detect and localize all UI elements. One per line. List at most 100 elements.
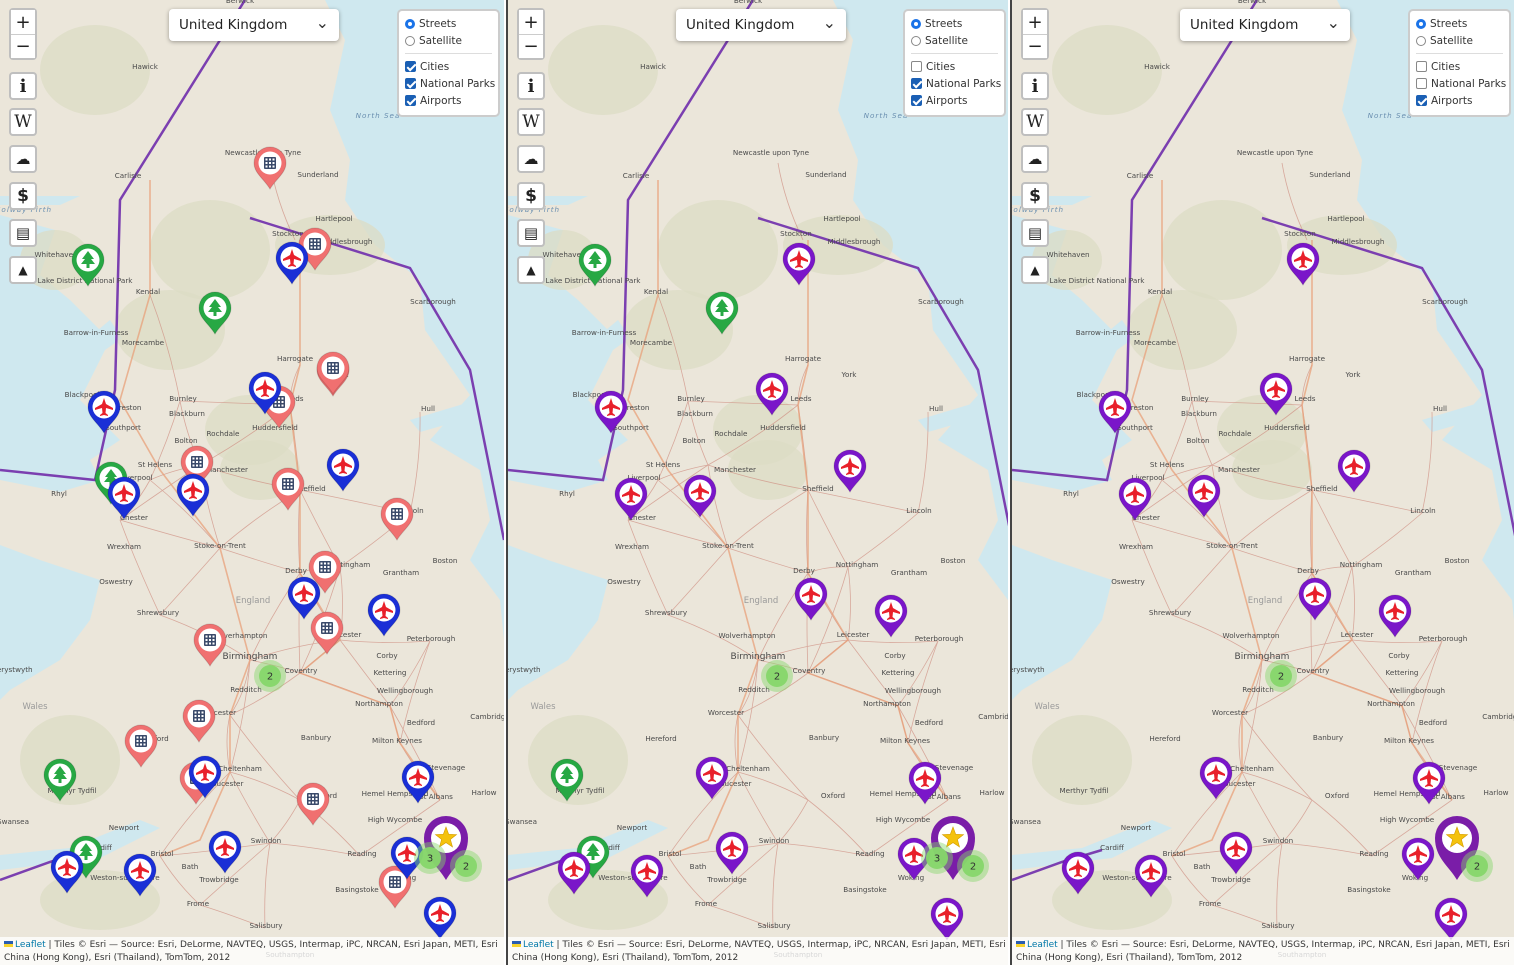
checkbox[interactable] xyxy=(1416,61,1427,72)
airport-marker[interactable] xyxy=(326,448,360,492)
city-marker[interactable] xyxy=(310,611,344,655)
park-marker[interactable] xyxy=(198,291,232,335)
airport-marker[interactable] xyxy=(107,476,141,520)
weather-button[interactable]: ☁ xyxy=(517,145,545,173)
airport-marker[interactable] xyxy=(874,594,908,638)
airport-marker[interactable] xyxy=(275,241,309,285)
checkbox[interactable] xyxy=(911,78,922,89)
park-marker[interactable] xyxy=(578,243,612,287)
city-marker[interactable] xyxy=(308,550,342,594)
zoom-out-button[interactable]: − xyxy=(1023,34,1047,58)
city-marker[interactable] xyxy=(253,146,287,190)
overlay-national-parks[interactable]: National Parks xyxy=(405,75,495,92)
zoom-in-button[interactable]: + xyxy=(11,10,35,34)
currency-button[interactable]: $ xyxy=(9,182,37,210)
news-button[interactable]: ▤ xyxy=(1021,219,1049,247)
news-button[interactable]: ▤ xyxy=(9,219,37,247)
map-panel-middle[interactable]: Berwick Hawick North Sea Newcastle upon Tyn… xyxy=(506,0,1008,965)
radio-button[interactable] xyxy=(405,35,415,46)
park-marker[interactable] xyxy=(43,758,77,802)
parks-button[interactable]: ▲ xyxy=(1021,256,1049,284)
info-button[interactable]: i xyxy=(1021,72,1049,100)
leaflet-link[interactable]: Leaflet xyxy=(15,940,46,950)
city-marker[interactable] xyxy=(271,467,305,511)
city-marker[interactable] xyxy=(316,351,350,395)
base-layer-satellite[interactable]: Satellite xyxy=(911,32,998,49)
park-marker[interactable] xyxy=(576,835,610,879)
airport-marker[interactable] xyxy=(188,755,222,799)
airport-marker[interactable] xyxy=(908,761,942,805)
airport-marker[interactable] xyxy=(897,837,931,881)
info-button[interactable]: i xyxy=(9,72,37,100)
overlay-national-parks[interactable]: National Parks xyxy=(911,75,1001,92)
airport-marker[interactable] xyxy=(1286,242,1320,286)
airport-marker[interactable] xyxy=(1434,897,1468,941)
base-layer-satellite[interactable]: Satellite xyxy=(405,32,492,49)
wikipedia-button[interactable]: W xyxy=(1021,108,1049,136)
airport-marker[interactable] xyxy=(1259,372,1293,416)
airport-marker[interactable] xyxy=(594,390,628,434)
base-layer-streets[interactable]: Streets xyxy=(405,15,492,32)
airport-marker[interactable] xyxy=(614,477,648,521)
airport-marker[interactable] xyxy=(1412,761,1446,805)
country-select[interactable]: United Kingdom ⌄ xyxy=(169,9,339,41)
airport-marker[interactable] xyxy=(1199,756,1233,800)
map-canvas[interactable]: Berwick Hawick North Sea Newcastle upon Tyn… xyxy=(508,0,1008,965)
airport-marker[interactable] xyxy=(390,836,424,880)
news-button[interactable]: ▤ xyxy=(517,219,545,247)
checkbox[interactable] xyxy=(1416,78,1427,89)
weather-button[interactable]: ☁ xyxy=(9,145,37,173)
weather-button[interactable]: ☁ xyxy=(1021,145,1049,173)
zoom-out-button[interactable]: − xyxy=(519,34,543,58)
city-marker[interactable] xyxy=(182,699,216,743)
checkbox[interactable] xyxy=(911,61,922,72)
city-marker[interactable] xyxy=(124,724,158,768)
cluster-marker[interactable]: 2 xyxy=(957,850,989,882)
cluster-marker[interactable]: 3 xyxy=(414,842,446,874)
overlay-cities[interactable]: Cities xyxy=(911,58,998,75)
checkbox[interactable] xyxy=(405,95,416,106)
airport-marker[interactable] xyxy=(782,242,816,286)
wikipedia-button[interactable]: W xyxy=(517,108,545,136)
leaflet-link[interactable]: Leaflet xyxy=(523,940,554,950)
airport-marker[interactable] xyxy=(1401,837,1435,881)
airport-marker[interactable] xyxy=(930,897,964,941)
cluster-marker[interactable]: 2 xyxy=(450,850,482,882)
city-marker[interactable] xyxy=(378,865,412,909)
zoom-in-button[interactable]: + xyxy=(1023,10,1047,34)
airport-marker[interactable] xyxy=(401,760,435,804)
zoom-in-button[interactable]: + xyxy=(519,10,543,34)
airport-marker[interactable] xyxy=(1298,577,1332,621)
cluster-marker[interactable]: 3 xyxy=(921,842,953,874)
airport-marker[interactable] xyxy=(557,851,591,895)
checkbox[interactable] xyxy=(405,61,416,72)
currency-button[interactable]: $ xyxy=(517,182,545,210)
airport-marker[interactable] xyxy=(423,896,457,940)
airport-marker[interactable] xyxy=(1337,449,1371,493)
wikipedia-button[interactable]: W xyxy=(9,108,37,136)
airport-marker[interactable] xyxy=(1134,854,1168,898)
airport-marker[interactable] xyxy=(367,593,401,637)
radio-button[interactable] xyxy=(1416,18,1426,29)
checkbox[interactable] xyxy=(405,78,416,89)
parks-button[interactable]: ▲ xyxy=(517,256,545,284)
base-layer-satellite[interactable]: Satellite xyxy=(1416,32,1503,49)
city-marker[interactable] xyxy=(193,623,227,667)
leaflet-link[interactable]: Leaflet xyxy=(1027,940,1058,950)
cluster-marker[interactable]: 2 xyxy=(1461,850,1493,882)
overlay-airports[interactable]: Airports xyxy=(1416,92,1503,109)
airport-marker[interactable] xyxy=(794,577,828,621)
airport-marker[interactable] xyxy=(248,371,282,415)
airport-marker[interactable] xyxy=(683,474,717,518)
airport-marker[interactable] xyxy=(755,372,789,416)
overlay-national-parks[interactable]: National Parks xyxy=(1416,75,1506,92)
zoom-out-button[interactable]: − xyxy=(11,34,35,58)
radio-button[interactable] xyxy=(911,35,921,46)
overlay-airports[interactable]: Airports xyxy=(911,92,998,109)
airport-marker[interactable] xyxy=(695,756,729,800)
park-marker[interactable] xyxy=(71,243,105,287)
map-canvas[interactable]: Berwick Hawick North Sea Newcastle upon Tyn… xyxy=(1012,0,1514,965)
parks-button[interactable]: ▲ xyxy=(9,256,37,284)
airport-marker[interactable] xyxy=(1098,390,1132,434)
checkbox[interactable] xyxy=(1416,95,1427,106)
